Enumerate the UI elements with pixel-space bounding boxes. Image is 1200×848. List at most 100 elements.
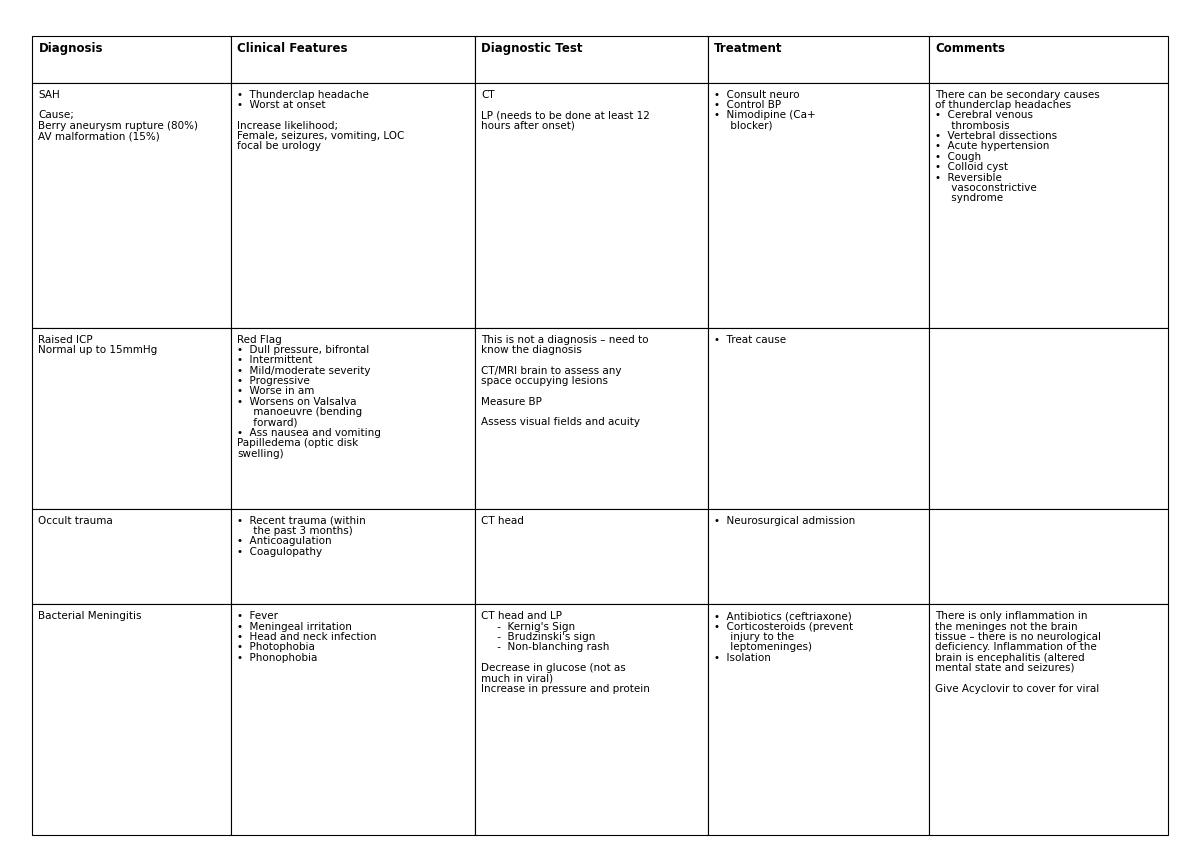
Text: •  Recent trauma (within: • Recent trauma (within [238,516,366,526]
Text: much in viral): much in viral) [481,673,553,683]
Bar [475,83,708,328]
Text: •  Isolation: • Isolation [714,653,770,662]
Text: •  Corticosteroids (prevent: • Corticosteroids (prevent [714,622,853,632]
Text: leptomeninges): leptomeninges) [714,642,812,652]
Text: CT head: CT head [481,516,524,526]
Text: -  Kernig's Sign: - Kernig's Sign [481,622,575,632]
Text: •  Reversible: • Reversible [935,172,1002,182]
Text: •  Dull pressure, bifrontal: • Dull pressure, bifrontal [238,345,370,355]
Bar [708,36,929,83]
Text: •  Intermittent: • Intermittent [238,355,312,365]
Text: Increase in pressure and protein: Increase in pressure and protein [481,683,650,694]
Text: vasoconstrictive: vasoconstrictive [935,183,1037,192]
Bar [232,328,475,509]
Text: manoeuvre (bending: manoeuvre (bending [238,407,362,417]
Text: Treatment: Treatment [714,42,782,55]
Text: Bacterial Meningitis: Bacterial Meningitis [38,611,142,622]
Text: •  Worsens on Valsalva: • Worsens on Valsalva [238,397,356,407]
Text: Normal up to 15mmHg: Normal up to 15mmHg [38,345,157,355]
Text: CT/MRI brain to assess any: CT/MRI brain to assess any [481,365,622,376]
Bar [32,509,232,605]
Bar [708,83,929,328]
Text: •  Treat cause: • Treat cause [714,335,786,344]
Text: brain is encephalitis (altered: brain is encephalitis (altered [935,653,1085,662]
Bar [708,605,929,835]
Text: Cause;: Cause; [38,110,74,120]
Text: •  Cough: • Cough [935,152,982,162]
Text: LP (needs to be done at least 12: LP (needs to be done at least 12 [481,110,650,120]
Text: •  Phonophobia: • Phonophobia [238,653,318,662]
Bar [929,36,1168,83]
Text: Red Flag: Red Flag [238,335,282,344]
Text: •  Coagulopathy: • Coagulopathy [238,547,322,557]
Text: Give Acyclovir to cover for viral: Give Acyclovir to cover for viral [935,683,1099,694]
Text: blocker): blocker) [714,120,773,131]
Text: hours after onset): hours after onset) [481,120,575,131]
Bar [708,328,929,509]
Text: •  Meningeal irritation: • Meningeal irritation [238,622,352,632]
Text: Clinical Features: Clinical Features [238,42,348,55]
Text: -  Brudzinski's sign: - Brudzinski's sign [481,632,595,642]
Bar [232,509,475,605]
Text: -  Non-blanching rash: - Non-blanching rash [481,642,610,652]
Text: forward): forward) [238,417,298,427]
Text: •  Head and neck infection: • Head and neck infection [238,632,377,642]
Text: •  Worse in am: • Worse in am [238,387,314,397]
Text: •  Control BP: • Control BP [714,100,781,110]
Bar [32,83,232,328]
Text: Female, seizures, vomiting, LOC: Female, seizures, vomiting, LOC [238,131,404,141]
Text: Measure BP: Measure BP [481,397,542,407]
Bar [929,328,1168,509]
Text: •  Cerebral venous: • Cerebral venous [935,110,1033,120]
Text: •  Consult neuro: • Consult neuro [714,90,799,100]
Text: Decrease in glucose (not as: Decrease in glucose (not as [481,663,626,673]
Text: This is not a diagnosis – need to: This is not a diagnosis – need to [481,335,649,344]
Text: Increase likelihood;: Increase likelihood; [238,120,338,131]
Text: Comments: Comments [935,42,1006,55]
Text: tissue – there is no neurological: tissue – there is no neurological [935,632,1102,642]
Bar [475,36,708,83]
Text: •  Mild/moderate severity: • Mild/moderate severity [238,365,371,376]
Text: •  Colloid cyst: • Colloid cyst [935,162,1008,172]
Text: CT: CT [481,90,494,100]
Text: There can be secondary causes: There can be secondary causes [935,90,1100,100]
Text: the meninges not the brain: the meninges not the brain [935,622,1078,632]
Text: deficiency. Inflammation of the: deficiency. Inflammation of the [935,642,1097,652]
Text: space occupying lesions: space occupying lesions [481,377,608,386]
Bar [232,36,475,83]
Text: injury to the: injury to the [714,632,794,642]
Text: •  Acute hypertension: • Acute hypertension [935,142,1050,152]
Text: Assess visual fields and acuity: Assess visual fields and acuity [481,417,640,427]
Text: focal be urology: focal be urology [238,142,322,152]
Text: of thunderclap headaches: of thunderclap headaches [935,100,1072,110]
Text: thrombosis: thrombosis [935,120,1010,131]
Bar [32,328,232,509]
Bar [475,605,708,835]
Bar [929,509,1168,605]
Text: Diagnosis: Diagnosis [38,42,103,55]
Text: •  Fever: • Fever [238,611,278,622]
Text: AV malformation (15%): AV malformation (15%) [38,131,160,141]
Text: •  Worst at onset: • Worst at onset [238,100,325,110]
Text: There is only inflammation in: There is only inflammation in [935,611,1087,622]
Bar [708,509,929,605]
Text: •  Vertebral dissections: • Vertebral dissections [935,131,1057,141]
Bar [475,509,708,605]
Text: know the diagnosis: know the diagnosis [481,345,582,355]
Text: Berry aneurysm rupture (80%): Berry aneurysm rupture (80%) [38,120,198,131]
Text: syndrome: syndrome [935,193,1003,204]
Text: •  Thunderclap headache: • Thunderclap headache [238,90,368,100]
Bar [475,328,708,509]
Text: the past 3 months): the past 3 months) [238,526,353,536]
Text: Raised ICP: Raised ICP [38,335,94,344]
Bar [32,36,232,83]
Text: Occult trauma: Occult trauma [38,516,113,526]
Text: •  Progressive: • Progressive [238,377,310,386]
Text: swelling): swelling) [238,449,283,459]
Text: •  Photophobia: • Photophobia [238,642,314,652]
Text: CT head and LP: CT head and LP [481,611,562,622]
Bar [232,83,475,328]
Text: Diagnostic Test: Diagnostic Test [481,42,583,55]
Text: •  Nimodipine (Ca+: • Nimodipine (Ca+ [714,110,816,120]
Text: •  Neurosurgical admission: • Neurosurgical admission [714,516,856,526]
